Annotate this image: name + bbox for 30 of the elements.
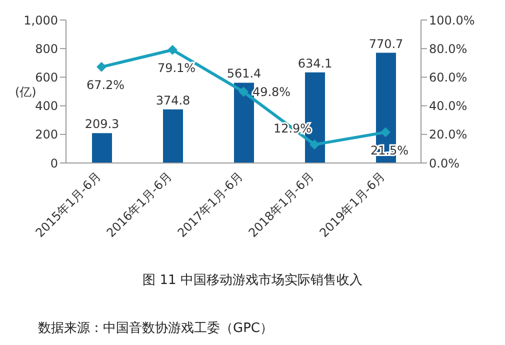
point	[168, 44, 178, 55]
y2-tick-label: 40.0%	[429, 99, 468, 114]
y-tick-label: 1,000	[24, 13, 58, 28]
data-label: 561.4	[226, 66, 262, 81]
point	[380, 127, 390, 138]
point	[238, 86, 248, 97]
source-note: 数据来源：中国音数协游戏工委（GPC）	[38, 320, 274, 337]
data-label: 67.2%	[86, 78, 125, 92]
bar	[234, 82, 254, 163]
data-label: 634.1	[298, 56, 332, 70]
y-tick-label: 200	[35, 128, 58, 142]
bar	[92, 133, 112, 163]
point	[96, 62, 106, 72]
y2-tick-label: 20.0%	[429, 128, 468, 142]
text: 图 11 中国移动游戏市场实际销售收入	[142, 272, 364, 289]
data-label: 374.8	[156, 93, 190, 108]
y2-tick-label: 0.0%	[429, 156, 460, 170]
bar	[163, 109, 183, 163]
y2-tick-label: 60.0%	[429, 70, 468, 84]
y2-tick-label: 100.0%	[429, 13, 475, 28]
y-tick-label: 0	[50, 156, 58, 170]
data-label: 770.7	[368, 36, 404, 51]
data-label: 79.1%	[157, 60, 196, 75]
y-tick-label: 600	[35, 70, 58, 84]
point	[310, 140, 320, 150]
y2-tick-label: 80.0%	[429, 42, 468, 56]
data-label: 209.3	[84, 117, 120, 132]
y-axis-title: (亿)	[15, 84, 36, 99]
y-tick-label: 400	[35, 99, 58, 114]
y-tick-label: 800	[35, 42, 58, 56]
